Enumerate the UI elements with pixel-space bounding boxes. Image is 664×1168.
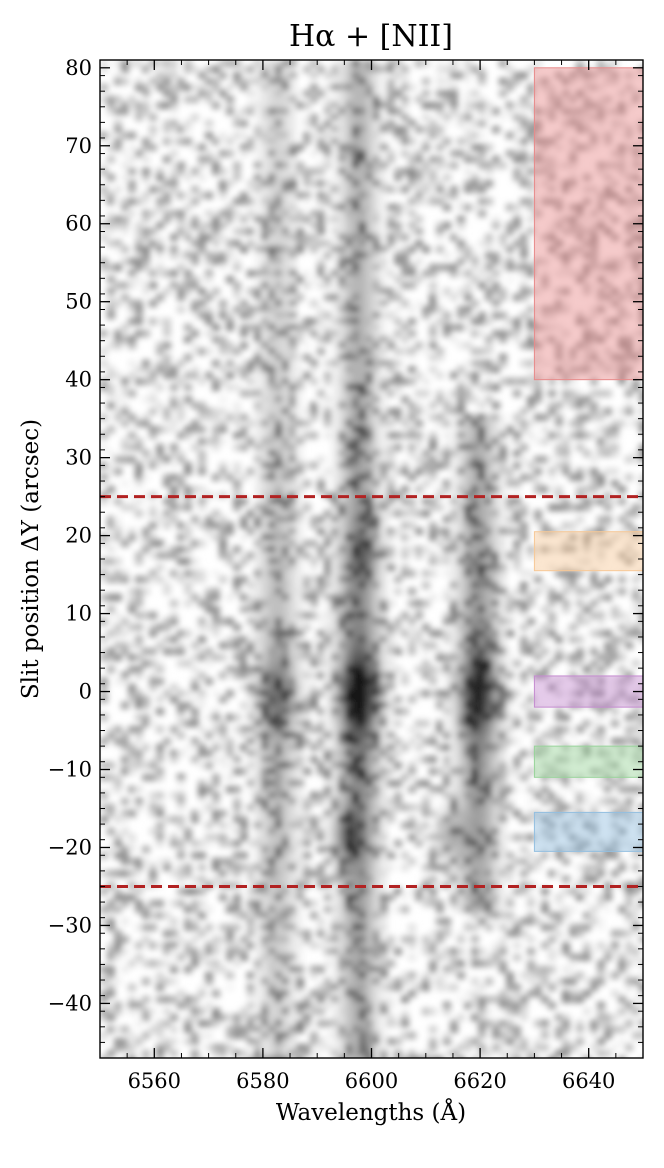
- y-tick-label-12: 80: [65, 56, 92, 80]
- y-tick-label-7: 30: [65, 446, 92, 470]
- region-box-3: [534, 746, 643, 777]
- y-tick-label-5: 10: [65, 602, 92, 626]
- x-tick-label-4: 6640: [562, 1069, 615, 1093]
- chart-title: Hα + [NII]: [289, 19, 453, 54]
- region-box-1: [534, 532, 643, 571]
- y-tick-label-11: 70: [65, 134, 92, 158]
- x-tick-label-0: 6560: [128, 1069, 181, 1093]
- y-tick-label-1: −30: [48, 913, 92, 937]
- y-tick-label-9: 50: [65, 290, 92, 314]
- y-tick-label-8: 40: [65, 368, 92, 392]
- y-tick-labels: −40 −30 −20 −10 0 10 20 30 40 50 60 70 80: [48, 56, 92, 1016]
- y-tick-label-2: −20: [48, 835, 92, 859]
- y-tick-label-4: 0: [79, 680, 92, 704]
- x-tick-label-3: 6620: [453, 1069, 506, 1093]
- y-tick-label-0: −40: [48, 991, 92, 1015]
- x-axis-label: Wavelengths (Å): [276, 1098, 466, 1126]
- region-box-0: [534, 68, 643, 380]
- x-tick-labels: 6560 6580 6600 6620 6640: [128, 1069, 616, 1093]
- y-axis-label: Slit position ΔY (arcsec): [18, 419, 44, 699]
- x-tick-label-2: 6600: [345, 1069, 398, 1093]
- y-tick-label-6: 20: [65, 524, 92, 548]
- y-tick-label-3: −10: [48, 758, 92, 782]
- x-tick-label-1: 6580: [236, 1069, 289, 1093]
- y-tick-label-10: 60: [65, 212, 92, 236]
- region-box-2: [534, 676, 643, 707]
- region-box-4: [534, 812, 643, 851]
